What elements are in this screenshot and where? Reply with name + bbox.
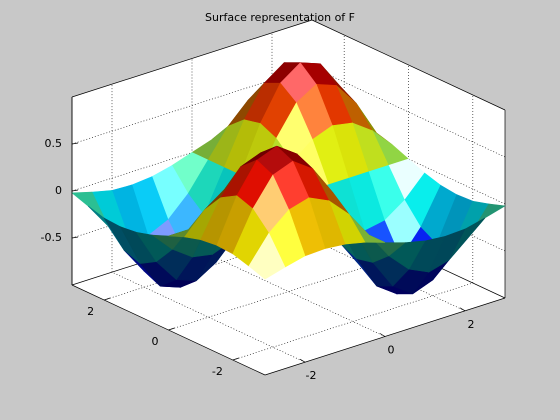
- x-tick-label: -2: [306, 369, 317, 382]
- z-tick: [71, 236, 79, 239]
- chart-title: Surface representation of F: [205, 11, 355, 24]
- axes-box-edge: [311, 19, 506, 111]
- y-tick: [104, 297, 111, 301]
- y-tick: [232, 357, 239, 361]
- axes-box-edge: [71, 19, 313, 98]
- x-tick: [299, 358, 306, 363]
- surface-patch: [248, 232, 286, 280]
- x-tick: [379, 333, 386, 337]
- grid-line: [311, 66, 506, 158]
- z-tick-label: 0.5: [45, 137, 63, 150]
- y-tick-label: 2: [87, 305, 94, 318]
- z-tick: [71, 142, 79, 145]
- z-tick-label: -0.5: [41, 231, 62, 244]
- y-tick-label: -2: [212, 365, 223, 378]
- y-tick: [168, 327, 175, 331]
- z-tick: [71, 189, 79, 192]
- x-tick-label: 0: [388, 344, 395, 357]
- y-tick-label: 0: [152, 335, 159, 348]
- x-tick: [459, 307, 466, 312]
- z-tick-label: 0: [55, 184, 62, 197]
- grid-line: [232, 282, 473, 361]
- x-tick-label: 2: [468, 318, 475, 331]
